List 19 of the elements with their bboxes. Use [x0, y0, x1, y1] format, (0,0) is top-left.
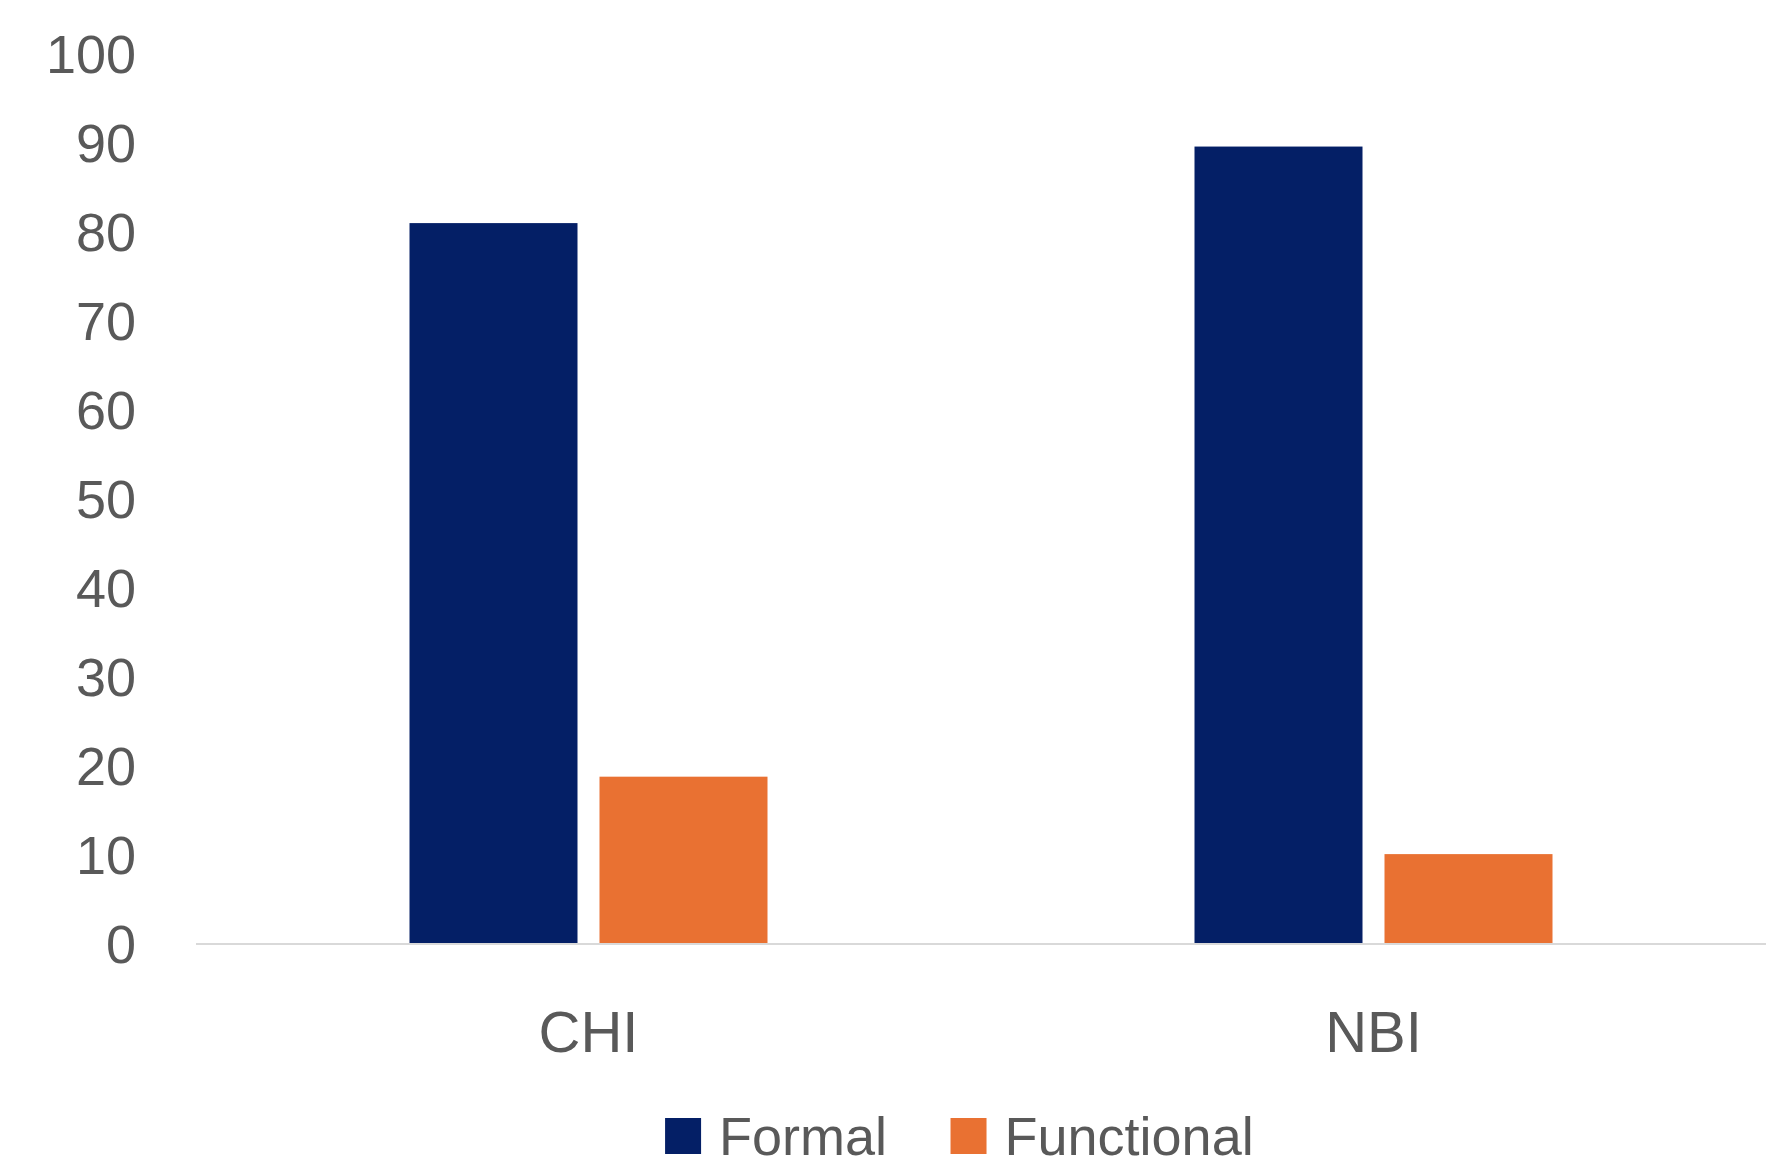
x-tick-label: NBI [1325, 999, 1422, 1064]
bar [599, 776, 768, 944]
bar [409, 223, 578, 944]
y-tick-label: 30 [75, 647, 136, 708]
bar [1194, 146, 1363, 944]
y-tick-label: 40 [75, 558, 136, 619]
y-tick-label: 70 [75, 291, 136, 352]
y-tick-label: 50 [75, 469, 136, 530]
y-tick-label: 100 [45, 24, 136, 85]
bar [1384, 854, 1553, 944]
x-tick-label: CHI [538, 999, 639, 1064]
y-tick-label: 80 [75, 202, 136, 263]
y-tick-label: 0 [105, 914, 136, 975]
y-tick-label: 60 [75, 380, 136, 441]
y-tick-label: 10 [75, 825, 136, 886]
legend-label: Formal [719, 1106, 888, 1163]
y-tick-label: 20 [75, 736, 136, 797]
legend-label: Functional [1004, 1106, 1254, 1163]
y-tick-label: 90 [75, 113, 136, 174]
